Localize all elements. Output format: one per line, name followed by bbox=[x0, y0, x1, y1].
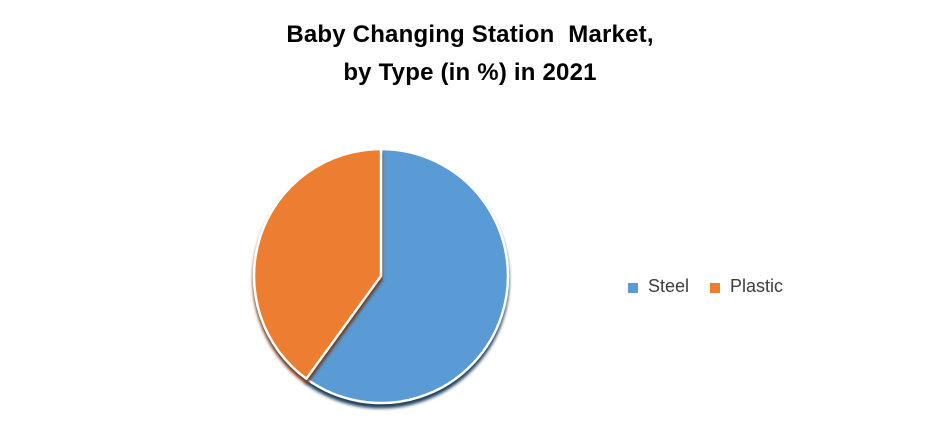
pie-slice-plastic bbox=[252, 147, 383, 380]
pie-chart-svg bbox=[252, 147, 510, 405]
chart-title-line2: by Type (in %) in 2021 bbox=[343, 59, 597, 86]
legend-item-steel: Steel bbox=[628, 276, 689, 297]
chart-title-line1: Baby Changing Station Market, bbox=[286, 21, 654, 48]
pie-slice-steel bbox=[305, 147, 510, 405]
pie-chart bbox=[246, 141, 516, 411]
chart-title: Baby Changing Station Market, by Type (i… bbox=[0, 16, 940, 92]
steel-swatch-icon bbox=[628, 282, 638, 293]
plastic-swatch-icon bbox=[710, 282, 721, 293]
legend: Steel Plastic bbox=[628, 276, 783, 297]
legend-item-plastic: Plastic bbox=[710, 276, 783, 297]
legend-label-steel: Steel bbox=[648, 276, 690, 296]
legend-label-plastic: Plastic bbox=[730, 276, 784, 296]
